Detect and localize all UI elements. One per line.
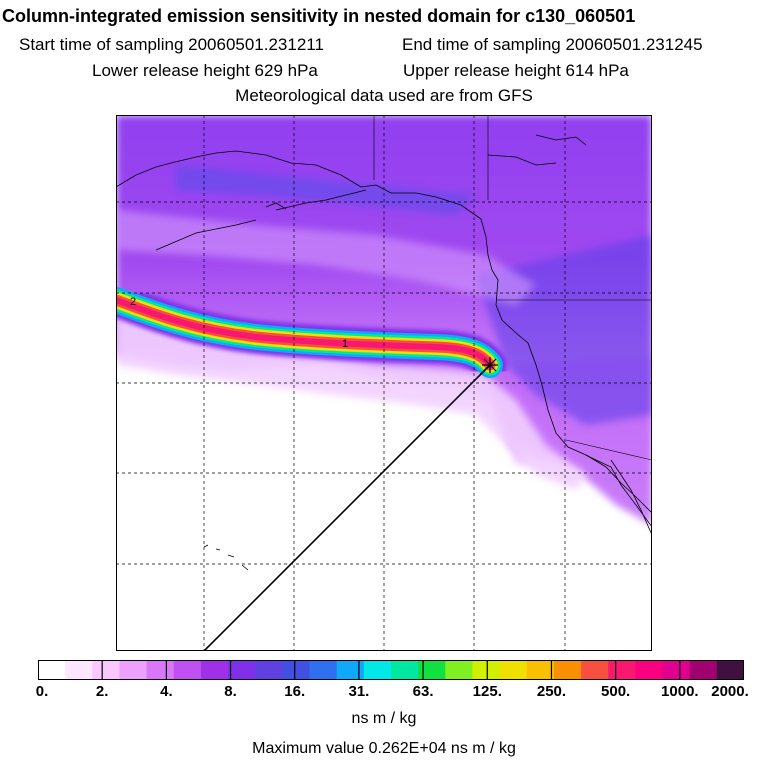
colorbar — [38, 660, 744, 680]
release-point-marker — [482, 357, 498, 373]
colorbar-segment — [391, 660, 419, 680]
colorbar-segment — [119, 660, 148, 680]
colorbar-tick-label: 125. — [472, 683, 502, 700]
colorbar-tick-label: 4. — [160, 683, 173, 700]
colorbar-tick-label: 16. — [284, 683, 306, 700]
sampling-flight-track — [203, 364, 491, 651]
end-time-label: End time of sampling 20060501.231245 — [402, 35, 703, 54]
colorbar-segment — [228, 660, 256, 680]
colorbar-tick-label: 250. — [536, 683, 567, 700]
colorbar-tick-label: 2. — [95, 683, 109, 700]
colorbar-segment — [173, 660, 202, 680]
colorbar-tick-label: 500. — [601, 683, 631, 700]
colorbar-segment — [282, 660, 311, 680]
colorbar-units: ns m / kg — [351, 710, 417, 727]
colorbar-segment — [716, 660, 744, 680]
colorbar-segment — [146, 660, 175, 680]
map-frame — [116, 115, 652, 651]
colorbar-segment — [336, 660, 365, 680]
colorbar-segment — [255, 660, 283, 680]
colorbar-segment — [499, 660, 528, 680]
colorbar-segment — [65, 660, 93, 680]
colorbar-segment — [363, 660, 392, 680]
political-borders — [373, 115, 652, 461]
colorbar-frame — [38, 660, 744, 680]
colorbar-tick-label: 1000. — [661, 683, 699, 700]
met-data-label: Meteorological data used are from GFS — [235, 86, 533, 105]
colorbar-segment — [635, 660, 664, 680]
sensitivity-field-fringe — [116, 310, 586, 490]
plume-label-1: 1 — [342, 338, 348, 350]
colorbar-tick-label: 2000. — [711, 683, 749, 700]
colorbar-segment — [526, 660, 555, 680]
colorbar-tick-label: 0. — [35, 683, 49, 700]
sensitivity-band-light — [116, 210, 536, 305]
emission-sensitivity-map: 2 1 — [116, 115, 652, 651]
colorbar-segment — [309, 660, 338, 680]
colorbar-segment — [38, 660, 66, 680]
plot-title: Column-integrated emission sensitivity i… — [2, 6, 636, 26]
plume-label-2: 2 — [130, 296, 136, 308]
coastlines — [116, 134, 652, 571]
maximum-value-label: Maximum value 0.262E+04 ns m / kg — [252, 740, 516, 757]
colorbar-tick-label: 31. — [348, 683, 370, 700]
colorbar-segment — [472, 660, 501, 680]
start-time-label: Start time of sampling 20060501.231211 — [19, 35, 324, 54]
colorbar-segment — [662, 660, 691, 680]
colorbar-segment — [445, 660, 473, 680]
sensitivity-band-blue — [176, 165, 476, 215]
colorbar-tick-label: 63. — [412, 683, 434, 700]
colorbar-segment — [689, 660, 718, 680]
colorbar-segment — [553, 660, 582, 680]
colorbar-segment — [200, 660, 229, 680]
colorbar-segment — [581, 660, 609, 680]
colorbar-segment — [608, 660, 636, 680]
colorbar-segment — [92, 660, 120, 680]
lower-release-height-label: Lower release height 629 hPa — [92, 61, 318, 80]
upper-release-height-label: Upper release height 614 hPa — [403, 61, 629, 80]
plume-trajectory — [116, 283, 507, 382]
colorbar-tick-label: 8. — [224, 683, 237, 700]
colorbar-segment — [418, 660, 446, 680]
